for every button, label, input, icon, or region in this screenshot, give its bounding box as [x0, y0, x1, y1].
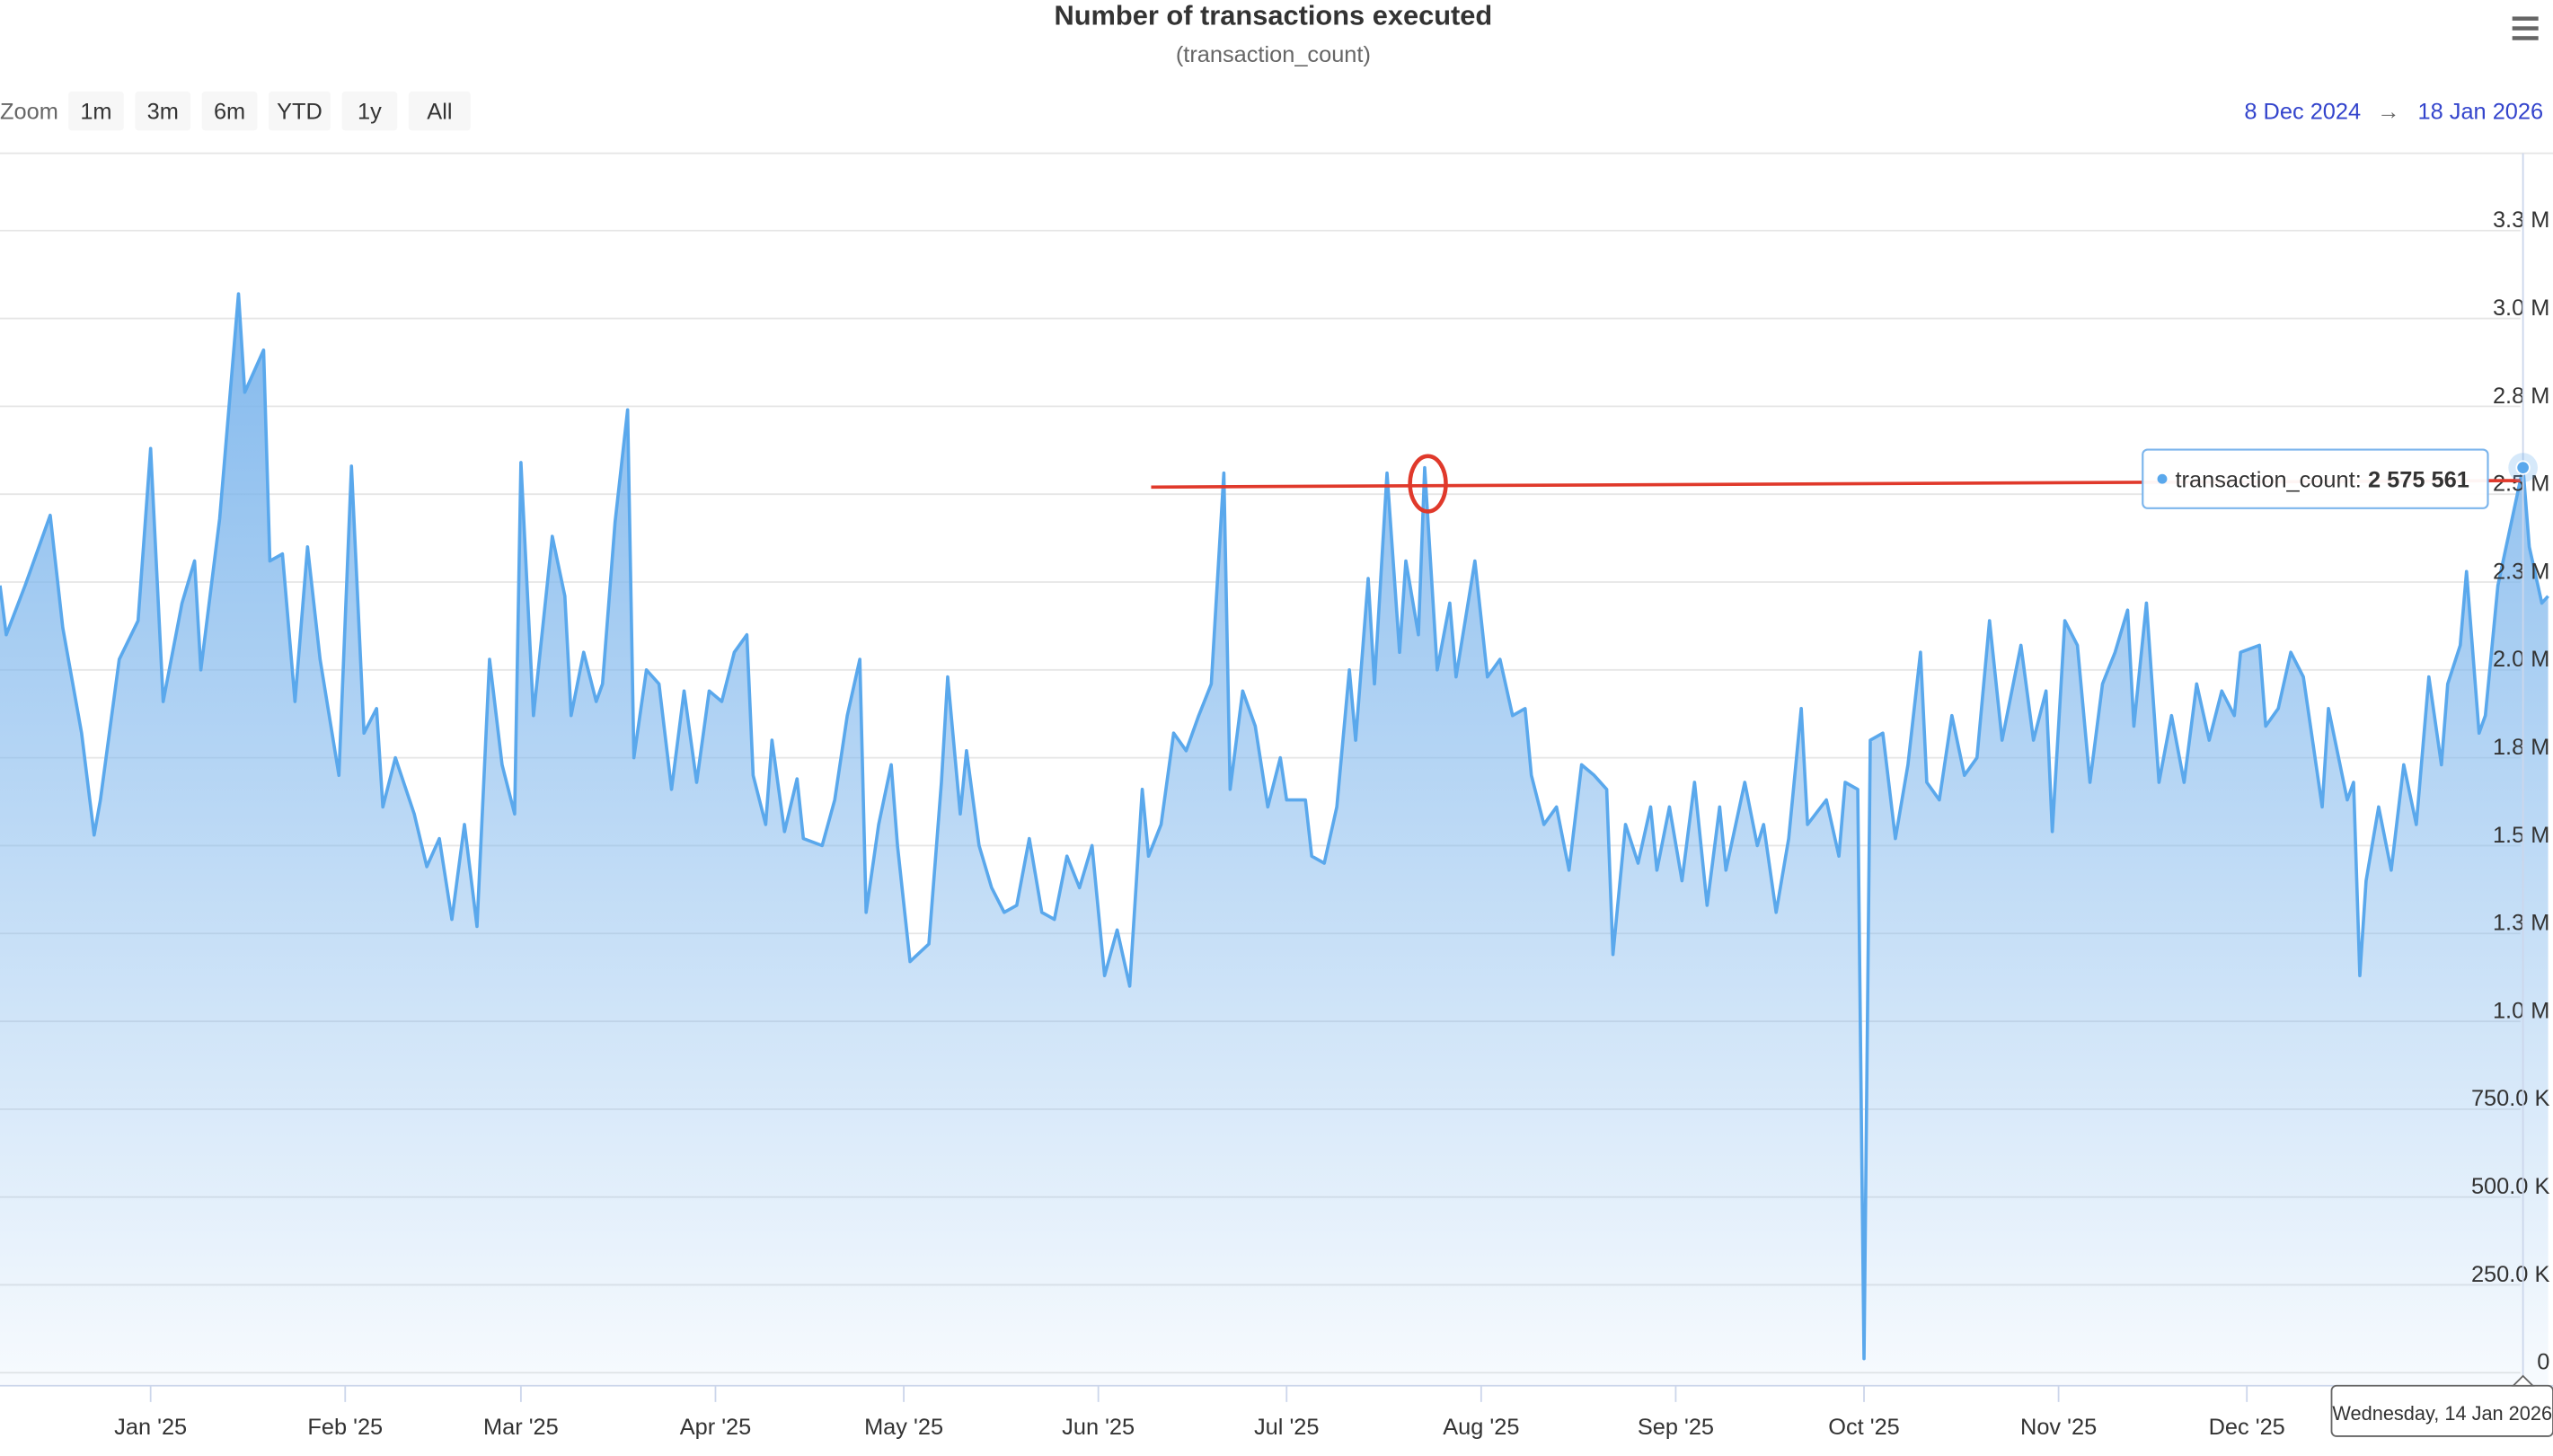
zoom-button-bg	[408, 91, 471, 131]
zoom-button-bg	[201, 91, 258, 131]
x-tick-label: Nov '25	[2020, 1415, 2097, 1440]
x-tick-label: Dec '25	[2209, 1415, 2285, 1440]
chart-title: Number of transactions executed	[1055, 0, 1493, 31]
x-tick-label: Jun '25	[1062, 1415, 1135, 1440]
hover-point	[2515, 460, 2531, 475]
y-tick-label: 0	[2537, 1350, 2549, 1375]
zoom-button-bg	[269, 91, 331, 131]
zoom-button-label: 1m	[80, 100, 111, 125]
tooltip-value: 2 575 561	[2368, 467, 2469, 492]
x-tick-label: Jul '25	[1254, 1415, 1320, 1440]
y-tick-label: 1.3 M	[2493, 911, 2549, 936]
zoom-button[interactable]: 3m	[135, 91, 191, 131]
date-label-arrow	[2511, 1374, 2535, 1387]
y-tick-label: 1.5 M	[2493, 823, 2549, 848]
menu-button[interactable]	[2507, 10, 2544, 47]
tooltip-series: transaction_count:	[2176, 467, 2362, 492]
zoom-button-label: 1y	[358, 100, 382, 125]
x-tick-label: Sep '25	[1638, 1415, 1714, 1440]
zoom-button[interactable]: 1m	[68, 91, 124, 131]
range-arrow: →	[2377, 100, 2399, 125]
x-tick-label: Mar '25	[483, 1415, 559, 1440]
zoom-button-bg	[68, 91, 124, 131]
x-tick-label: Feb '25	[307, 1415, 383, 1440]
x-tick-label: Oct '25	[1828, 1415, 1900, 1440]
y-tick-label: 250.0 K	[2471, 1262, 2550, 1287]
area-fill	[0, 294, 2549, 1386]
y-tick-label: 500.0 K	[2471, 1174, 2550, 1199]
y-tick-label: 2.0 M	[2493, 647, 2549, 672]
zoom-button[interactable]: YTD	[269, 91, 331, 131]
chart-subtitle: (transaction_count)	[1176, 42, 1371, 67]
axes: 0 250.0 K 500.0 K 750.0 K 1.0 M 1.3 M 1.5 M 1.8…	[0, 207, 2553, 1440]
date-label: Wednesday, 14 Jan 2026	[2332, 1402, 2552, 1425]
y-tick-label: 1.0 M	[2493, 998, 2549, 1023]
x-tick-label: May '25	[864, 1415, 943, 1440]
zoom-button-label: All	[427, 100, 452, 125]
x-tick-label: Apr '25	[680, 1415, 752, 1440]
x-tick-label: Jan '25	[114, 1415, 187, 1440]
zoom-button[interactable]: All	[408, 91, 471, 131]
zoom-button-label: 3m	[147, 100, 179, 125]
tooltip-box	[2142, 448, 2489, 509]
y-tick-label: 750.0 K	[2471, 1086, 2550, 1111]
series	[0, 292, 2549, 1386]
y-tick-label: 2.8 M	[2493, 384, 2549, 409]
y-tick-label: 2.3 M	[2493, 559, 2549, 584]
zoom-button-label: 6m	[214, 100, 245, 125]
y-tick-label: 1.8 M	[2493, 735, 2549, 760]
zoom-button[interactable]: 1y	[341, 91, 398, 131]
zoom-button[interactable]: 6m	[201, 91, 258, 131]
tooltip-dot	[2157, 473, 2168, 484]
zoom-button-bg	[135, 91, 191, 131]
zoom-buttons: 1m 3m 6m YTD 1y All	[68, 91, 471, 131]
annotation-circle	[1408, 454, 1448, 514]
line	[0, 292, 2549, 1361]
y-tick-label: 3.3 M	[2493, 207, 2549, 233]
tooltip-text: transaction_count: 2 575 561	[2176, 467, 2469, 492]
y-tick-label: 3.0 M	[2493, 296, 2549, 321]
range-from[interactable]: 8 Dec 2024	[2244, 100, 2361, 125]
zoom-label: Zoom	[0, 100, 58, 125]
date-label-box	[2330, 1384, 2553, 1437]
tooltip: transaction_count: 2 575 561 Wednesday, 14…	[2142, 153, 2553, 1437]
zoom-button-label: YTD	[277, 100, 322, 125]
x-tick-label: Aug '25	[1443, 1415, 1519, 1440]
range-to[interactable]: 18 Jan 2026	[2418, 100, 2544, 125]
y-tick-label: 2.5 M	[2493, 472, 2549, 497]
zoom-button-bg	[341, 91, 398, 131]
